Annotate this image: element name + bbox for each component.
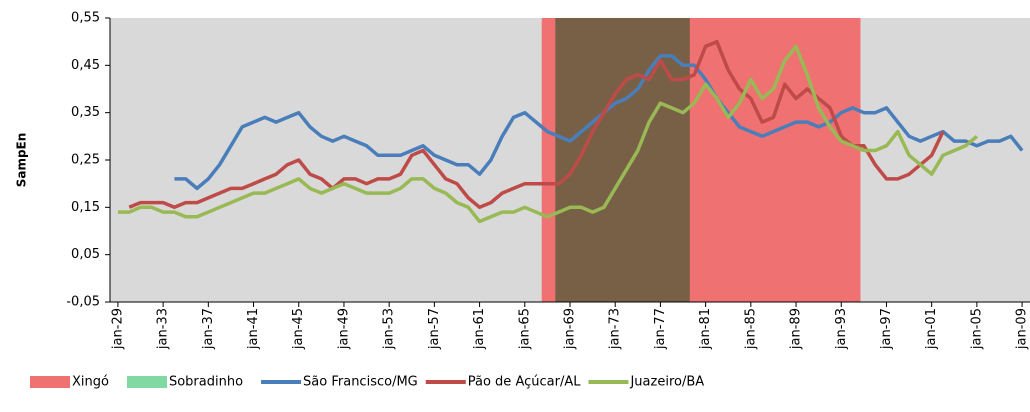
series-line [117, 44, 979, 224]
y-tick-label: 0,05 [71, 247, 100, 262]
x-tick-label: jan-93 [834, 308, 849, 350]
x-tick-label: jan-05 [969, 308, 984, 350]
x-tick-label: jan-09 [1015, 308, 1030, 350]
x-tick-label: jan-97 [879, 308, 894, 350]
x-tick-label: jan-57 [427, 308, 442, 350]
y-tick-label: 0,25 [71, 153, 100, 168]
y-tick-label: 0,45 [71, 58, 100, 73]
series-line [174, 54, 1024, 191]
region [555, 18, 690, 302]
x-tick-label: jan-85 [743, 308, 758, 350]
y-axis-label: SampEn [15, 133, 29, 188]
x-tick-label: jan-77 [653, 308, 668, 350]
legend-label: São Francisco/MG [303, 375, 418, 390]
x-tick-label: jan-61 [472, 308, 487, 350]
x-tick-label: jan-33 [156, 308, 171, 350]
y-tick-label: 0,15 [71, 200, 100, 215]
y-tick-label: -0,05 [66, 295, 100, 310]
y-tick-label: 0,35 [71, 105, 100, 120]
y-tick-label: 0,55 [71, 11, 100, 26]
x-tick-label: jan-45 [291, 308, 306, 350]
x-tick-label: jan-53 [382, 308, 397, 350]
x-tick-label: jan-81 [698, 308, 713, 350]
legend-label: Pão de Açúcar/AL [468, 375, 581, 390]
legend-swatch [30, 376, 70, 388]
x-tick-label: jan-41 [246, 308, 261, 350]
x-tick-label: jan-73 [608, 308, 623, 350]
series-line [128, 39, 945, 210]
legend-swatch [126, 376, 167, 388]
x-tick-label: jan-65 [517, 308, 532, 350]
legend-label: Xingó [72, 375, 109, 390]
x-tick-label: jan-69 [563, 308, 578, 350]
x-tick-label: jan-49 [336, 308, 351, 350]
legend-label: Juazeiro/BA [629, 375, 704, 390]
x-tick-label: jan-89 [789, 308, 804, 350]
x-tick-label: jan-37 [201, 308, 216, 350]
legend-label: Sobradinho [169, 375, 243, 390]
x-tick-label: jan-01 [924, 308, 939, 350]
x-tick-label: jan-29 [110, 308, 125, 350]
